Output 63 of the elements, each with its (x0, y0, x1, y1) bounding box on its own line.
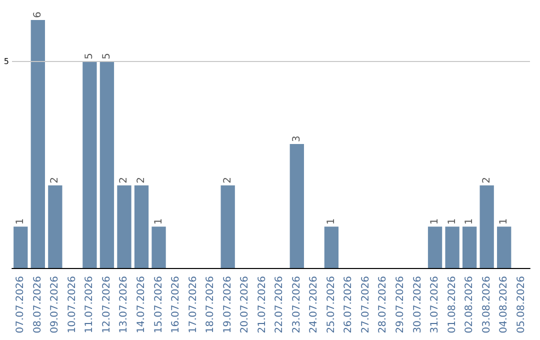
data-label: 2 (481, 176, 492, 184)
x-tick-label: 01.08.2026 (446, 276, 458, 334)
bar (134, 185, 149, 268)
x-tick-label: 05.08.2026 (516, 276, 527, 334)
data-label: 2 (222, 176, 234, 184)
data-label: 1 (15, 218, 26, 225)
bar (428, 226, 442, 268)
bar (324, 226, 339, 268)
x-tick-label: 11.07.2026 (84, 276, 96, 334)
bar (30, 20, 45, 268)
x-tick-label: 09.07.2026 (50, 276, 61, 334)
data-label: 3 (291, 136, 302, 142)
data-label: 2 (136, 176, 147, 184)
x-tick-label: 19.07.2026 (222, 276, 234, 334)
bar (480, 185, 494, 268)
data-label: 5 (84, 52, 96, 60)
bar (445, 226, 460, 268)
x-tick-label: 17.07.2026 (188, 276, 199, 334)
x-tick-label: 24.07.2026 (308, 276, 320, 334)
x-tick-label: 27.07.2026 (360, 276, 372, 334)
data-label: 1 (430, 218, 441, 225)
bar (14, 226, 28, 268)
data-label: 2 (50, 176, 61, 184)
x-tick-label: 13.07.2026 (118, 276, 130, 334)
x-tick-label: 21.07.2026 (256, 276, 268, 334)
x-tick-label: 30.07.2026 (412, 276, 424, 334)
x-tick-label: 25.07.2026 (326, 276, 337, 334)
data-label: 6 (32, 12, 44, 18)
bar (497, 226, 512, 268)
data-label: 5 (101, 52, 112, 60)
ref-line-label: 5 (4, 56, 9, 66)
data-label: 1 (464, 218, 476, 225)
x-tick-label: 28.07.2026 (378, 276, 389, 334)
x-tick-label: 23.07.2026 (291, 276, 302, 334)
x-tick-label: 04.08.2026 (498, 276, 510, 334)
data-label: 1 (326, 218, 337, 225)
x-tick-label: 10.07.2026 (66, 276, 78, 334)
bar (100, 61, 114, 268)
x-tick-label: 08.07.2026 (32, 276, 44, 334)
x-tick-label: 20.07.2026 (240, 276, 251, 334)
x-tick-label: 07.07.2026 (15, 276, 26, 334)
data-label: 2 (118, 176, 130, 184)
x-tick-label: 03.08.2026 (481, 276, 492, 334)
x-tick-label: 02.08.2026 (464, 276, 476, 334)
bar (462, 226, 477, 268)
bar (117, 185, 132, 268)
x-tick-label: 16.07.2026 (170, 276, 182, 334)
bar (82, 61, 97, 268)
data-label: 1 (498, 218, 510, 225)
x-tick-label: 14.07.2026 (136, 276, 147, 334)
bar (152, 226, 166, 268)
data-label: 1 (446, 218, 458, 225)
bar (48, 185, 62, 268)
data-label: 1 (153, 218, 164, 225)
bar (290, 144, 304, 268)
x-tick-label: 15.07.2026 (153, 276, 164, 334)
x-tick-label: 31.07.2026 (430, 276, 441, 334)
bar (220, 185, 235, 268)
x-tick-label: 18.07.2026 (205, 276, 216, 334)
x-tick-label: 29.07.2026 (395, 276, 406, 334)
x-tick-label: 26.07.2026 (343, 276, 354, 334)
x-tick-label: 22.07.2026 (274, 276, 286, 334)
x-tick-label: 12.07.2026 (101, 276, 112, 334)
